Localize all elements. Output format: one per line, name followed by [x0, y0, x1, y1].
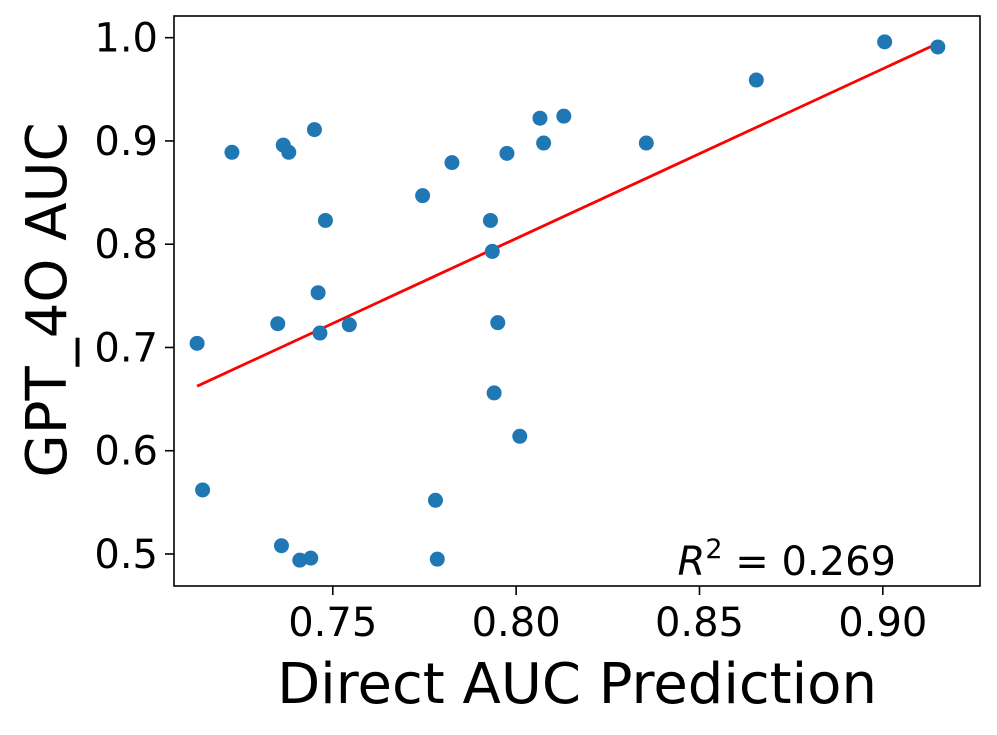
scatter-point [444, 155, 460, 171]
scatter-point [486, 385, 502, 401]
scatter-point [306, 122, 322, 138]
y-axis-label: GPT_4O AUC [15, 122, 80, 477]
scatter-point [273, 538, 289, 554]
scatter-point [930, 39, 946, 55]
y-axis-ticks: 0.5 0.6 0.7 0.8 0.9 1.0 [94, 16, 174, 578]
y-tick-label: 0.5 [94, 532, 158, 578]
x-tick-label: 0.90 [838, 600, 927, 646]
scatter-point [556, 108, 572, 124]
scatter-point [281, 144, 297, 160]
scatter-point [484, 243, 500, 259]
scatter-point [427, 492, 443, 508]
scatter-point [429, 551, 445, 567]
r-squared-exponent: 2 [705, 534, 722, 565]
scatter-point [415, 188, 431, 204]
data-points [189, 34, 946, 568]
scatter-point [638, 135, 654, 151]
scatter-point [341, 317, 357, 333]
scatter-point [312, 325, 328, 341]
scatter-point [536, 135, 552, 151]
x-axis-label: Direct AUC Prediction [277, 652, 877, 717]
r-squared-symbol: R [678, 539, 706, 585]
plot-frame [173, 15, 981, 587]
scatter-point [310, 285, 326, 301]
r-squared-value: = 0.269 [723, 539, 896, 585]
regression-line [196, 42, 939, 388]
scatter-point [317, 212, 333, 228]
scatter-point [748, 72, 764, 88]
r-squared-annotation: R2 = 0.269 [678, 534, 896, 585]
x-axis-ticks: 0.75 0.80 0.85 0.90 [288, 586, 927, 646]
scatter-point [270, 316, 286, 332]
y-tick-label: 0.9 [94, 119, 158, 165]
scatter-point [482, 212, 498, 228]
x-tick-label: 0.85 [655, 600, 744, 646]
regression-line-layer [196, 42, 939, 388]
scatter-point [512, 428, 528, 444]
scatter-point [490, 315, 506, 331]
y-tick-label: 0.8 [94, 222, 158, 268]
scatter-point [303, 550, 319, 566]
scatter-point [532, 110, 548, 126]
y-tick-label: 0.7 [94, 325, 158, 371]
y-tick-label: 0.6 [94, 429, 158, 475]
scatter-point [877, 34, 893, 50]
x-tick-label: 0.75 [288, 600, 377, 646]
scatter-point [189, 335, 205, 351]
scatter-point [195, 482, 211, 498]
scatter-point [499, 145, 515, 161]
x-tick-label: 0.80 [472, 600, 561, 646]
y-tick-label: 1.0 [94, 16, 158, 62]
scatter-point [224, 144, 240, 160]
